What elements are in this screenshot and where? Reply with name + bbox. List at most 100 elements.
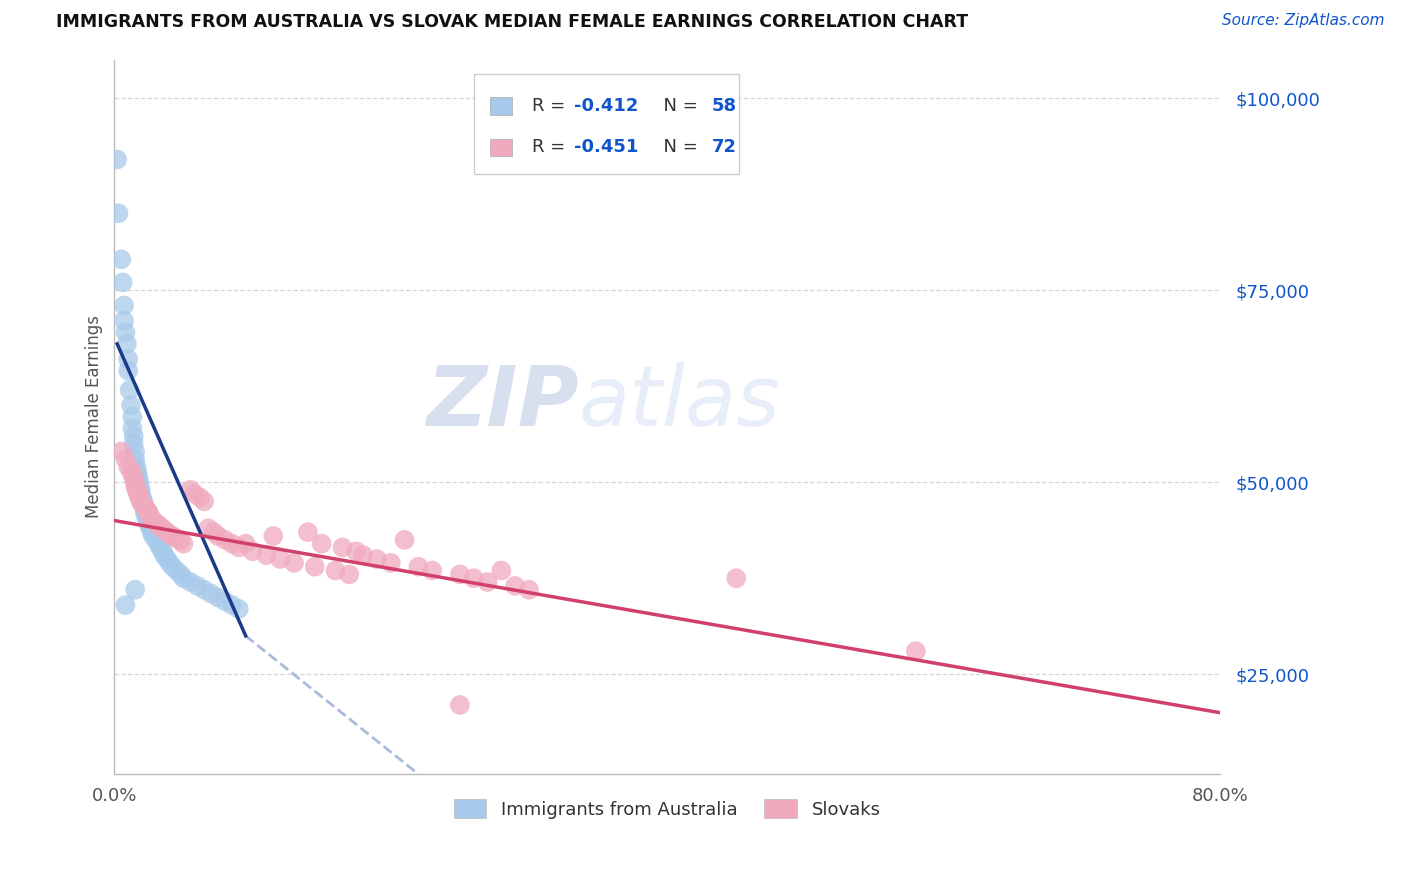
Point: [152, 544, 174, 558]
Point: [138, 517, 160, 532]
Point: [408, 559, 430, 574]
Point: [114, 598, 136, 612]
Point: [129, 486, 152, 500]
Point: [156, 552, 179, 566]
Point: [332, 541, 354, 555]
Point: [150, 520, 173, 534]
Point: [114, 452, 136, 467]
Point: [125, 481, 148, 495]
Point: [344, 544, 367, 558]
Point: [235, 536, 257, 550]
Text: 72: 72: [711, 138, 737, 156]
Point: [197, 521, 219, 535]
Point: [173, 536, 195, 550]
Point: [120, 464, 142, 478]
Point: [463, 571, 485, 585]
Point: [186, 579, 208, 593]
Point: [134, 500, 156, 514]
Point: [124, 452, 146, 467]
Point: [120, 398, 142, 412]
Point: [193, 582, 215, 597]
Text: atlas: atlas: [579, 362, 780, 443]
Text: R =: R =: [533, 138, 571, 156]
Point: [200, 586, 222, 600]
Point: [124, 582, 146, 597]
Point: [156, 525, 179, 540]
Point: [202, 525, 225, 540]
Point: [262, 529, 284, 543]
Point: [117, 352, 139, 367]
Point: [179, 575, 201, 590]
Point: [725, 571, 748, 585]
Point: [242, 544, 264, 558]
Point: [207, 591, 229, 605]
Point: [114, 326, 136, 340]
Point: [128, 475, 150, 490]
Bar: [491, 138, 512, 156]
Point: [124, 479, 146, 493]
Point: [139, 521, 162, 535]
Point: [159, 527, 181, 541]
Point: [127, 484, 149, 499]
Point: [125, 464, 148, 478]
Point: [148, 518, 170, 533]
Text: R =: R =: [533, 97, 571, 115]
Point: [228, 541, 250, 555]
Point: [517, 582, 540, 597]
Point: [136, 514, 159, 528]
Text: N =: N =: [651, 97, 703, 115]
Point: [128, 491, 150, 505]
Point: [125, 483, 148, 497]
Point: [134, 506, 156, 520]
Point: [221, 536, 243, 550]
Point: [325, 564, 347, 578]
Point: [141, 525, 163, 540]
Point: [117, 364, 139, 378]
Text: -0.451: -0.451: [574, 138, 638, 156]
Point: [145, 516, 167, 530]
Point: [141, 512, 163, 526]
Point: [304, 559, 326, 574]
Point: [193, 494, 215, 508]
Point: [122, 471, 145, 485]
Point: [170, 533, 193, 548]
Point: [107, 206, 129, 220]
Point: [269, 552, 291, 566]
Point: [477, 575, 499, 590]
Point: [136, 504, 159, 518]
Point: [366, 552, 388, 566]
Text: -0.412: -0.412: [574, 97, 638, 115]
Point: [110, 252, 132, 267]
Y-axis label: Median Female Earnings: Median Female Earnings: [86, 316, 103, 518]
Point: [127, 467, 149, 482]
Point: [311, 536, 333, 550]
Point: [112, 298, 135, 312]
Point: [904, 644, 927, 658]
Point: [491, 564, 513, 578]
Point: [142, 514, 165, 528]
Point: [162, 559, 184, 574]
Point: [122, 436, 145, 450]
Point: [449, 567, 471, 582]
Point: [352, 548, 374, 562]
Point: [153, 548, 176, 562]
Text: ZIP: ZIP: [426, 362, 579, 443]
Point: [112, 314, 135, 328]
Point: [380, 556, 402, 570]
Point: [105, 153, 128, 167]
Point: [121, 409, 143, 424]
Point: [145, 533, 167, 547]
Point: [132, 494, 155, 508]
Point: [188, 491, 211, 505]
Point: [166, 564, 188, 578]
Point: [449, 698, 471, 712]
Point: [179, 483, 201, 497]
Point: [283, 556, 305, 570]
Point: [117, 459, 139, 474]
Text: IMMIGRANTS FROM AUSTRALIA VS SLOVAK MEDIAN FEMALE EARNINGS CORRELATION CHART: IMMIGRANTS FROM AUSTRALIA VS SLOVAK MEDI…: [56, 13, 969, 31]
Point: [149, 541, 172, 555]
Point: [129, 483, 152, 497]
Point: [183, 486, 205, 500]
Point: [115, 337, 138, 351]
Point: [135, 502, 157, 516]
